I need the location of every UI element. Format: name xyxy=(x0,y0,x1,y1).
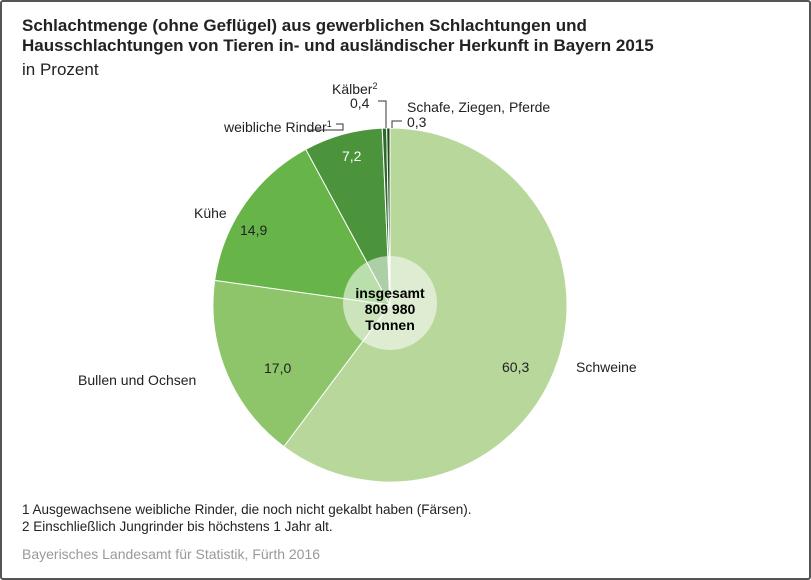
pie-slice-bullen-und-ochsen xyxy=(212,279,391,448)
label-weibliche-rinder-text: weibliche Rinder xyxy=(223,119,327,135)
value-kaelber: 0,4 xyxy=(350,95,370,111)
label-schafe: Schafe, Ziegen, Pferde xyxy=(407,99,550,115)
value-schweine: 60,3 xyxy=(502,359,529,375)
footnote-2: 2 Einschließlich Jungrinder bis höchsten… xyxy=(22,519,333,534)
label-schweine: Schweine xyxy=(576,359,637,375)
center-circle xyxy=(343,256,437,350)
label-kaelber: Kälber2 xyxy=(332,81,377,97)
footnote-ref-1: 1 xyxy=(327,119,332,129)
title-line-2: Hausschlachtungen von Tieren in- und aus… xyxy=(22,36,654,55)
label-bullen: Bullen und Ochsen xyxy=(78,372,196,388)
leader-kaelber xyxy=(378,100,387,128)
value-weibliche-rinder: 7,2 xyxy=(342,148,362,164)
center-text-1: insgesamt xyxy=(355,285,425,301)
leader-schafe xyxy=(391,120,402,128)
leader-weibliche-rinder xyxy=(307,123,344,131)
chart-subtitle: in Prozent xyxy=(22,60,99,79)
center-text-3: Tonnen xyxy=(365,317,415,333)
label-weibliche-rinder: weibliche Rinder1 xyxy=(223,119,332,135)
pie-slice-kühe xyxy=(214,148,391,306)
footnote-ref-2: 2 xyxy=(372,81,377,91)
footnote-1: 1 Ausgewachsene weibliche Rinder, die no… xyxy=(22,502,472,517)
title-line-1: Schlachtmenge (ohne Geflügel) aus gewerb… xyxy=(22,16,587,35)
center-text-2: 809 980 xyxy=(365,301,416,317)
label-kuehe: Kühe xyxy=(194,205,227,221)
value-kuehe: 14,9 xyxy=(240,222,267,238)
value-bullen: 17,0 xyxy=(264,360,291,376)
label-kaelber-text: Kälber xyxy=(332,81,373,97)
value-schafe: 0,3 xyxy=(407,114,427,130)
chart-title: Schlachtmenge (ohne Geflügel) aus gewerb… xyxy=(22,16,654,56)
source-note: Bayerisches Landesamt für Statistik, Für… xyxy=(22,546,321,562)
